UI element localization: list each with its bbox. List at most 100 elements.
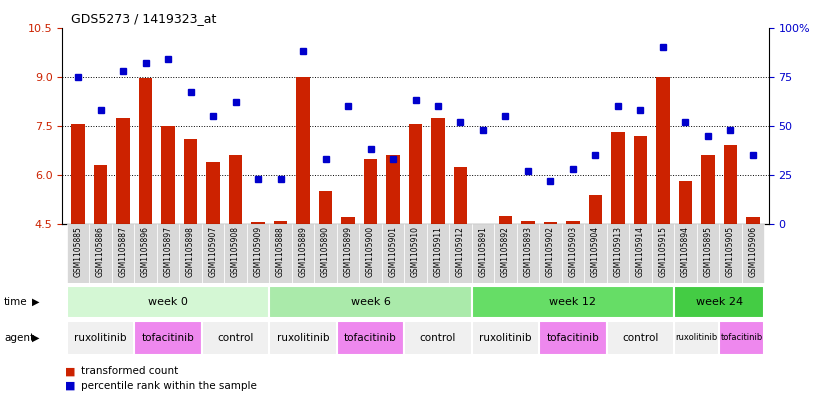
FancyBboxPatch shape (404, 321, 472, 355)
Text: GSM1105896: GSM1105896 (141, 226, 150, 277)
Text: GSM1105885: GSM1105885 (74, 226, 82, 277)
Bar (724, 145, 737, 224)
Text: ruxolitinib: ruxolitinib (479, 333, 532, 343)
Text: tofacitinib: tofacitinib (141, 333, 194, 343)
FancyBboxPatch shape (427, 224, 450, 283)
FancyBboxPatch shape (112, 224, 135, 283)
Text: week 6: week 6 (351, 297, 391, 307)
Text: agent: agent (4, 333, 34, 343)
FancyBboxPatch shape (89, 224, 112, 283)
FancyBboxPatch shape (337, 321, 404, 355)
Bar (588, 195, 602, 224)
Text: GSM1105913: GSM1105913 (613, 226, 622, 277)
Text: GSM1105912: GSM1105912 (456, 226, 465, 277)
FancyBboxPatch shape (472, 321, 539, 355)
FancyBboxPatch shape (674, 321, 719, 355)
Text: week 0: week 0 (148, 297, 188, 307)
Text: GSM1105904: GSM1105904 (591, 226, 600, 277)
FancyBboxPatch shape (269, 224, 292, 283)
Text: GSM1105894: GSM1105894 (681, 226, 690, 277)
Text: GSM1105915: GSM1105915 (658, 226, 667, 277)
Bar (273, 221, 288, 224)
Text: GSM1105908: GSM1105908 (231, 226, 240, 277)
Bar (566, 221, 580, 224)
Text: GSM1105887: GSM1105887 (119, 226, 128, 277)
FancyBboxPatch shape (269, 321, 337, 355)
Bar (139, 78, 152, 224)
Text: GSM1105897: GSM1105897 (164, 226, 173, 277)
FancyBboxPatch shape (494, 224, 517, 283)
Text: GSM1105898: GSM1105898 (186, 226, 195, 277)
FancyBboxPatch shape (472, 286, 674, 318)
Text: GSM1105899: GSM1105899 (343, 226, 352, 277)
Bar (161, 126, 175, 224)
Text: GSM1105902: GSM1105902 (546, 226, 555, 277)
Text: GSM1105892: GSM1105892 (501, 226, 510, 277)
Text: ■: ■ (65, 381, 76, 391)
Bar (431, 118, 445, 224)
Text: tofacitinib: tofacitinib (344, 333, 397, 343)
Text: tofacitinib: tofacitinib (720, 334, 763, 342)
Text: ruxolitinib: ruxolitinib (74, 333, 127, 343)
FancyBboxPatch shape (66, 224, 89, 283)
Text: GSM1105906: GSM1105906 (749, 226, 757, 277)
Bar (746, 217, 760, 224)
Text: ▶: ▶ (32, 333, 39, 343)
Text: GSM1105893: GSM1105893 (524, 226, 533, 277)
Text: GSM1105888: GSM1105888 (276, 226, 285, 277)
Text: ruxolitinib: ruxolitinib (277, 333, 329, 343)
FancyBboxPatch shape (269, 286, 472, 318)
Text: GSM1105891: GSM1105891 (479, 226, 488, 277)
FancyBboxPatch shape (539, 224, 562, 283)
Text: transformed count: transformed count (81, 366, 178, 376)
FancyBboxPatch shape (562, 224, 584, 283)
Text: GSM1105889: GSM1105889 (298, 226, 307, 277)
FancyBboxPatch shape (179, 224, 202, 283)
Text: tofacitinib: tofacitinib (547, 333, 599, 343)
Bar (364, 158, 377, 224)
FancyBboxPatch shape (607, 224, 629, 283)
Text: GSM1105909: GSM1105909 (253, 226, 263, 277)
Text: GSM1105910: GSM1105910 (411, 226, 420, 277)
FancyBboxPatch shape (202, 321, 269, 355)
Text: ■: ■ (65, 366, 76, 376)
FancyBboxPatch shape (539, 321, 607, 355)
FancyBboxPatch shape (472, 224, 494, 283)
Bar (701, 155, 715, 224)
FancyBboxPatch shape (719, 224, 742, 283)
Text: GSM1105903: GSM1105903 (568, 226, 578, 277)
Text: week 24: week 24 (696, 297, 743, 307)
FancyBboxPatch shape (607, 321, 674, 355)
Text: GSM1105905: GSM1105905 (726, 226, 735, 277)
Text: GSM1105901: GSM1105901 (389, 226, 397, 277)
FancyBboxPatch shape (66, 286, 269, 318)
Bar (71, 124, 85, 224)
Bar (229, 155, 243, 224)
FancyBboxPatch shape (674, 224, 696, 283)
FancyBboxPatch shape (719, 321, 765, 355)
FancyBboxPatch shape (314, 224, 337, 283)
Bar (251, 222, 265, 224)
Text: GSM1105900: GSM1105900 (366, 226, 375, 277)
Bar (521, 221, 534, 224)
FancyBboxPatch shape (450, 224, 472, 283)
Text: percentile rank within the sample: percentile rank within the sample (81, 381, 257, 391)
Bar (499, 216, 512, 224)
Bar (184, 139, 197, 224)
Bar (679, 182, 692, 224)
FancyBboxPatch shape (517, 224, 539, 283)
Text: GSM1105886: GSM1105886 (96, 226, 105, 277)
FancyBboxPatch shape (404, 224, 427, 283)
Bar (206, 162, 219, 224)
Bar (116, 118, 130, 224)
FancyBboxPatch shape (381, 224, 404, 283)
Text: ▶: ▶ (32, 297, 39, 307)
FancyBboxPatch shape (292, 224, 314, 283)
Text: GSM1105911: GSM1105911 (434, 226, 442, 277)
Text: control: control (218, 333, 253, 343)
FancyBboxPatch shape (224, 224, 247, 283)
FancyBboxPatch shape (696, 224, 719, 283)
Text: GSM1105914: GSM1105914 (636, 226, 645, 277)
Text: week 12: week 12 (549, 297, 597, 307)
FancyBboxPatch shape (359, 224, 381, 283)
